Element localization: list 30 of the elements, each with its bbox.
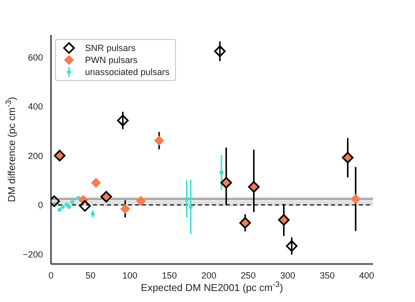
- point: [219, 170, 224, 175]
- x-tick-label: 400: [359, 270, 374, 280]
- y-tick-label: 600: [28, 52, 43, 62]
- point: [120, 204, 130, 214]
- y-tick-label: 200: [28, 150, 43, 161]
- point: [350, 194, 361, 204]
- point: [154, 136, 164, 146]
- point: [214, 45, 226, 58]
- legend-label: SNR pulsars: [85, 43, 136, 53]
- x-tick-label: 0: [48, 270, 54, 280]
- y-tick-label: 400: [28, 102, 43, 112]
- y-tick-label: 0: [38, 200, 43, 210]
- x-tick-label: 100: [122, 270, 138, 280]
- legend-label: unassociated pulsars: [85, 67, 170, 77]
- x-tick-label: 350: [320, 270, 335, 280]
- point: [79, 200, 91, 212]
- point: [117, 114, 129, 126]
- x-tick-label: 300: [280, 270, 296, 280]
- x-axis-title: Expected DM NE2001 (pc cm$^{-3}$): [140, 280, 284, 294]
- point: [184, 196, 189, 201]
- x-tick-label: 150: [162, 270, 177, 280]
- point: [136, 196, 146, 206]
- x-tick-label: 250: [240, 270, 256, 280]
- point: [286, 240, 298, 252]
- point: [90, 178, 101, 188]
- point: [188, 204, 193, 209]
- x-tick-label: 50: [85, 270, 96, 280]
- x-tick-label: 200: [201, 270, 216, 280]
- y-tick-label: −200: [22, 249, 43, 260]
- legend-label: PWN pulsars: [85, 55, 138, 65]
